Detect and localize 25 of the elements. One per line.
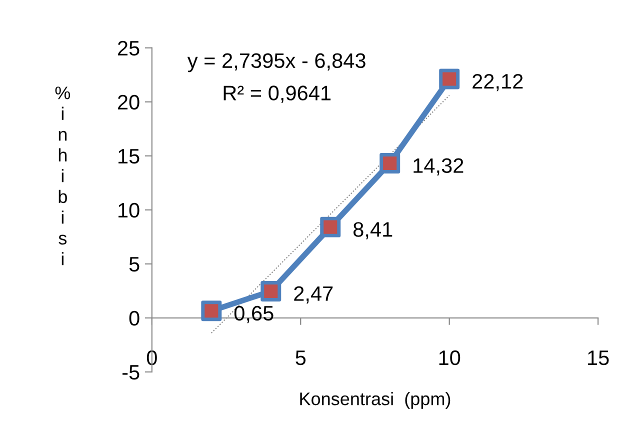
data-label: 0,65 <box>234 306 274 324</box>
x-axis-title: Konsentrasi (ppm) <box>300 392 450 409</box>
point <box>320 216 341 238</box>
point <box>439 68 460 90</box>
y-tick-label: 5 <box>129 257 140 272</box>
y-tick-label: 10 <box>118 202 140 218</box>
point <box>260 280 282 302</box>
annotation: R² = 0,9641 <box>224 86 331 103</box>
data-label: 2,47 <box>294 286 333 304</box>
annotation: y = 2,7395x - 6,843 <box>187 53 366 72</box>
point <box>380 152 400 174</box>
x-tick-label: 10 <box>439 350 460 366</box>
y-tick-label: 25 <box>118 40 140 56</box>
data-label: 22,12 <box>472 74 523 92</box>
x-tick-label: 15 <box>588 350 609 366</box>
data-label: 8,41 <box>354 222 392 240</box>
y-tick-label: 15 <box>118 149 140 164</box>
x-tick-label: 0 <box>146 350 157 366</box>
text: % i n h i b i s i <box>55 86 70 266</box>
data-label: 14,32 <box>414 158 464 176</box>
y-tick-label: 20 <box>118 94 140 110</box>
y-tick-label: -5 <box>122 365 140 380</box>
y-tick-label: 0 <box>129 310 140 326</box>
point <box>201 300 222 322</box>
x-tick-label: 5 <box>296 350 306 366</box>
